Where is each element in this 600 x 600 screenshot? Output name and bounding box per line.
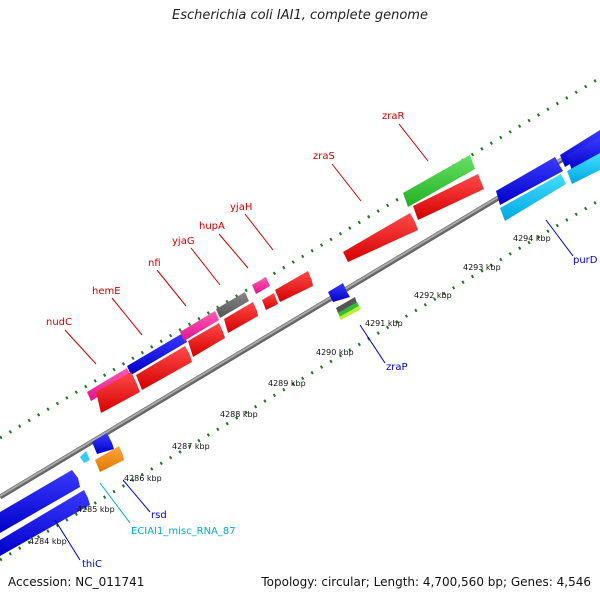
label-hupA: hupA (199, 221, 225, 232)
gene-block-red-zraR (413, 174, 484, 220)
label-thiC: thiC (82, 559, 102, 570)
gene-block-red-nfi (188, 323, 225, 357)
gene-block-blue-purD-3 (567, 137, 600, 171)
gene-block-red-yjaG (224, 302, 258, 333)
scale-labels: 4284 kbp 4285 kbp 4286 kbp 4287 kbp 4288… (29, 234, 551, 546)
gene-block-red-hupA (262, 293, 278, 310)
accession-text: Accession: NC_011741 (8, 575, 145, 589)
gene-block-cyan-misc-rna (80, 451, 90, 463)
label-hemE: hemE (92, 286, 121, 297)
label-zraR: zraR (382, 111, 404, 122)
gene-block-green-zraR (403, 155, 475, 207)
label-zraS: zraS (313, 151, 335, 162)
tick-label: 4288 kbp (220, 410, 258, 419)
label-purD: purD (573, 255, 598, 266)
tick-label: 4294 kbp (513, 234, 551, 243)
gene-block-blue-rsd (92, 433, 114, 454)
gene-block-pink-hupA (252, 277, 270, 294)
gene-block-cyan-purD (500, 174, 566, 221)
gene-block-green-zraP (338, 302, 359, 317)
reverse-features (0, 137, 600, 556)
tick-label: 4286 kbp (124, 474, 162, 483)
forward-features (87, 130, 600, 413)
gene-block-red-hemE (136, 346, 192, 390)
gene-block-gray-zraP (336, 297, 357, 313)
label-nfi: nfi (148, 258, 161, 269)
gene-block-red-zraS (343, 213, 418, 262)
tick-label: 4291 kbp (365, 319, 403, 328)
label-leaders (54, 123, 574, 561)
gene-block-gray-yjaG (216, 292, 249, 318)
gene-block-blue-purD-2 (496, 157, 563, 205)
inner-ruler (0, 198, 600, 562)
tick-label: 4287 kbp (172, 442, 210, 451)
gene-block-orange (95, 446, 124, 472)
gene-block-blue-hemE (127, 333, 187, 375)
tick-label: 4284 kbp (29, 537, 67, 546)
outer-ruler (0, 76, 600, 440)
tick-label: 4285 kbp (77, 505, 115, 514)
gene-block-red-yjaH (275, 271, 313, 302)
label-nudC: nudC (46, 317, 72, 328)
label-rsd: rsd (151, 510, 167, 521)
label-yjaG: yjaG (172, 236, 195, 247)
tick-label: 4290 kbp (316, 348, 354, 357)
gene-block-red-nudC (96, 372, 140, 413)
gene-block-blue-zraP (328, 283, 350, 302)
label-misc-rna: ECIAI1_misc_RNA_87 (131, 526, 236, 537)
label-yjaH: yjaH (230, 202, 252, 213)
map-title: Escherichia coli IAI1, complete genome (172, 8, 428, 23)
gene-block-blue-thiC-2 (0, 490, 90, 556)
gene-labels: nudC hemE nfi yjaG hupA yjaH zraS zraR t… (46, 111, 598, 570)
tick-label: 4293 kbp (463, 263, 501, 272)
genome-summary: Topology: circular; Length: 4,700,560 bp… (261, 575, 591, 589)
tick-label: 4289 kbp (268, 379, 306, 388)
gene-block-blue-thiC-1 (0, 470, 80, 533)
gene-block-cyan-purD-2 (567, 153, 600, 184)
tick-label: 4292 kbp (414, 291, 452, 300)
gene-block-pink-nfi (180, 311, 219, 341)
label-zraP: zraP (386, 362, 408, 373)
gene-block-lime-zraP (339, 306, 361, 320)
